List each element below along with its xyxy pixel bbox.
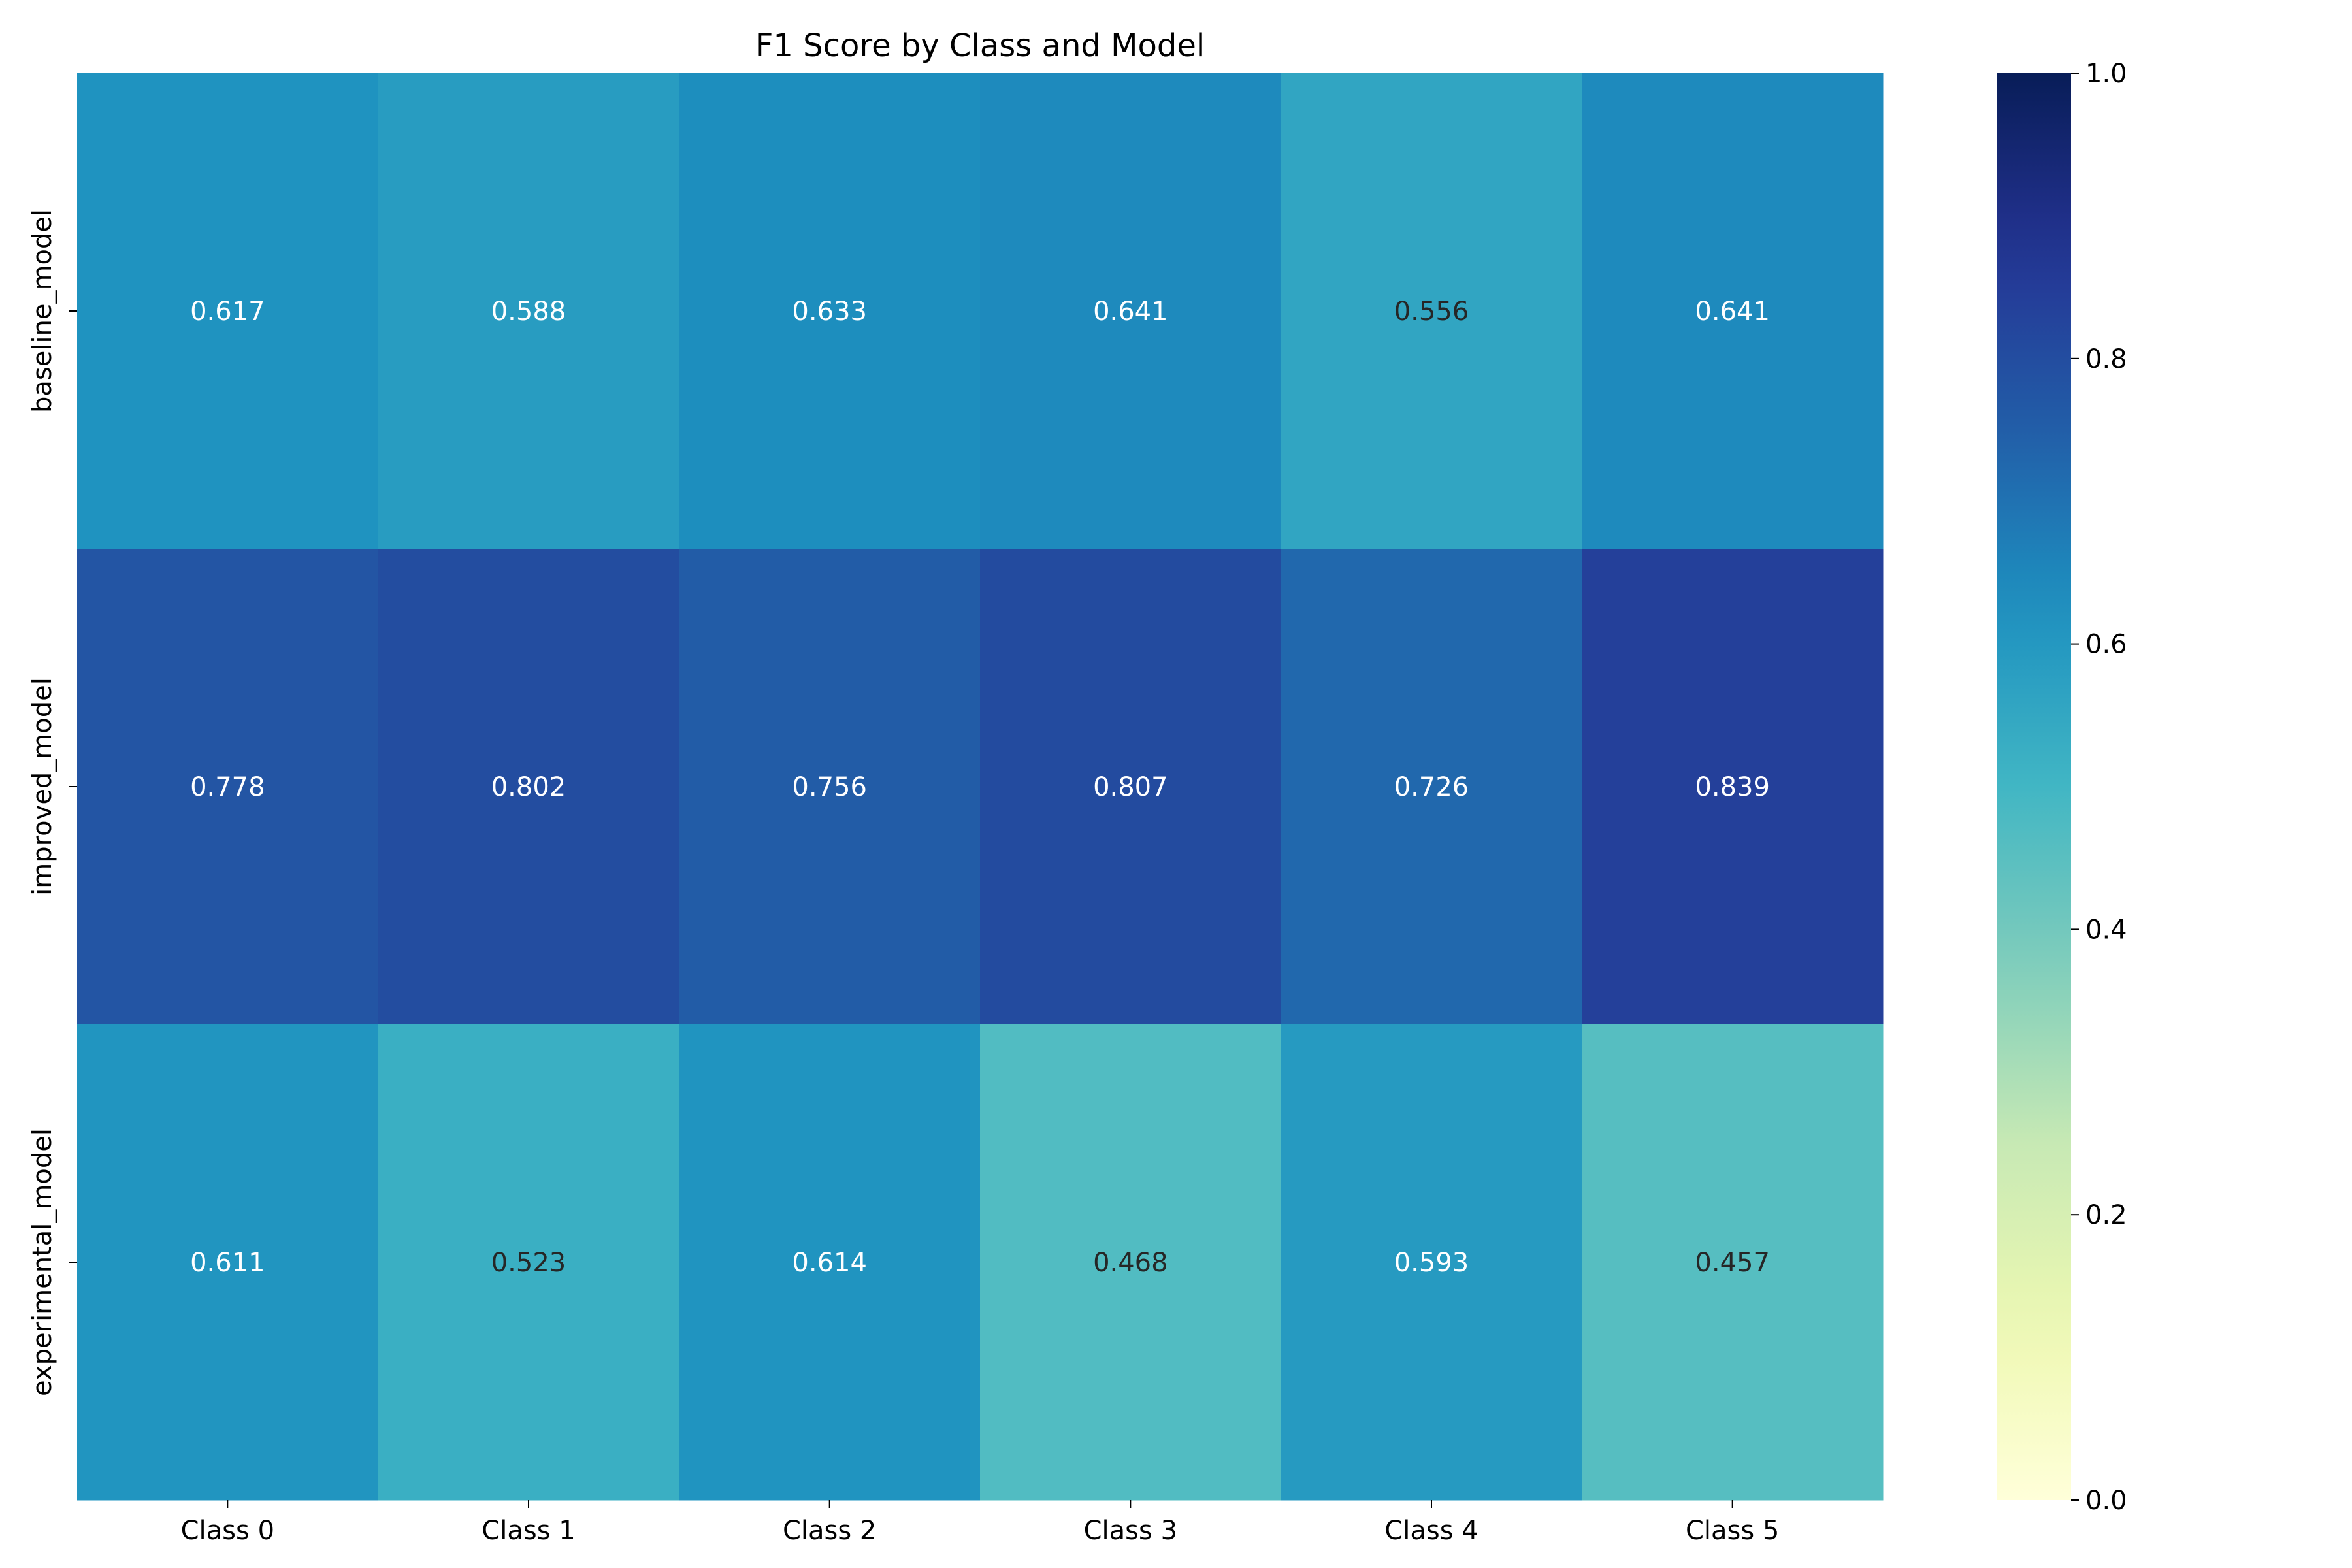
heatmap-cell [1582, 1024, 1884, 1501]
cell-value-label: 0.633 [792, 297, 867, 327]
heatmap-cell [980, 549, 1282, 1025]
heatmap-cell [1281, 1024, 1582, 1501]
cell-value-label: 0.468 [1093, 1248, 1168, 1278]
heatmap-cell [378, 73, 679, 549]
heatmap-cell [980, 1024, 1282, 1501]
heatmap-cell [77, 73, 379, 549]
cell-value-label: 0.641 [1695, 297, 1770, 327]
heatmap-cell [679, 1024, 981, 1501]
cell-value-label: 0.839 [1695, 772, 1770, 802]
cell-value-label: 0.778 [190, 772, 265, 802]
colorbar-tick-label: 0.0 [2085, 1486, 2127, 1516]
cell-value-label: 0.611 [190, 1248, 265, 1278]
heatmap-cell [378, 549, 679, 1025]
y-tick-label: baseline_model [27, 209, 57, 413]
cell-value-label: 0.588 [491, 297, 566, 327]
heatmap-cell [679, 549, 981, 1025]
x-axis: Class 0 Class 1 Class 2 Class 3 Class 4 Class… [181, 1500, 1779, 1546]
heatmap-cells: 0.617 0.588 0.633 0.641 0.556 0.641 0.778 0.802… [77, 73, 1884, 1501]
heatmap-cell [1582, 549, 1884, 1025]
heatmap-cell [980, 73, 1282, 549]
cell-value-label: 0.614 [792, 1248, 867, 1278]
y-tick-label: improved_model [27, 678, 57, 896]
heatmap-cell [77, 549, 379, 1025]
cell-value-label: 0.726 [1394, 772, 1469, 802]
colorbar-gradient [1997, 73, 2071, 1500]
x-tick-label: Class 0 [181, 1516, 274, 1546]
y-tick-label: experimental_model [27, 1128, 57, 1396]
heatmap-cell [378, 1024, 679, 1501]
chart-title: F1 Score by Class and Model [755, 27, 1205, 64]
x-tick-label: Class 5 [1686, 1516, 1779, 1546]
x-tick-label: Class 1 [482, 1516, 575, 1546]
cell-value-label: 0.556 [1394, 297, 1469, 327]
colorbar-tick-label: 0.2 [2085, 1200, 2127, 1230]
x-tick-label: Class 3 [1084, 1516, 1177, 1546]
heatmap-cell [1281, 73, 1582, 549]
cell-value-label: 0.617 [190, 297, 265, 327]
cell-value-label: 0.457 [1695, 1248, 1770, 1278]
heatmap-cell [77, 1024, 379, 1501]
cell-value-label: 0.802 [491, 772, 566, 802]
heatmap-cell [679, 73, 981, 549]
colorbar-tick-label: 0.6 [2085, 630, 2127, 660]
x-tick-label: Class 4 [1384, 1516, 1478, 1546]
x-tick-label: Class 2 [783, 1516, 876, 1546]
cell-value-label: 0.807 [1093, 772, 1168, 802]
cell-value-label: 0.523 [491, 1248, 566, 1278]
cell-value-label: 0.641 [1093, 297, 1168, 327]
colorbar: 0.0 0.2 0.4 0.6 0.8 1.0 [1997, 59, 2127, 1516]
heatmap-cell [1582, 73, 1884, 549]
cell-value-label: 0.593 [1394, 1248, 1469, 1278]
colorbar-tick-label: 0.4 [2085, 915, 2127, 945]
y-axis: baseline_model improved_model experimental… [27, 209, 77, 1396]
colorbar-tick-label: 0.8 [2085, 344, 2127, 374]
cell-value-label: 0.756 [792, 772, 867, 802]
colorbar-tick-label: 1.0 [2085, 59, 2127, 89]
heatmap-cell [1281, 549, 1582, 1025]
